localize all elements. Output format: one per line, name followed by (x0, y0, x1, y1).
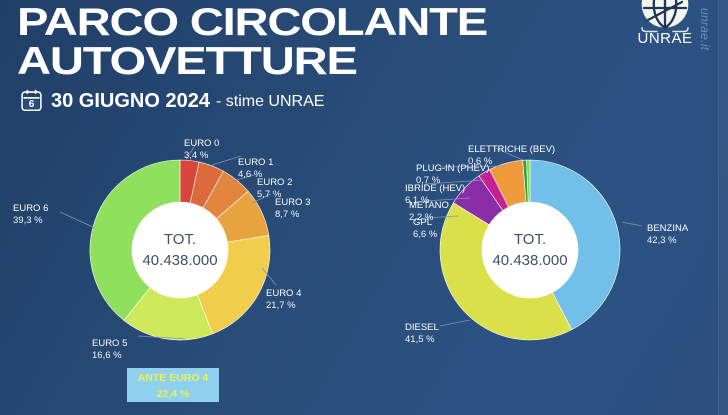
svg-text:UNRAE: UNRAE (637, 30, 692, 47)
